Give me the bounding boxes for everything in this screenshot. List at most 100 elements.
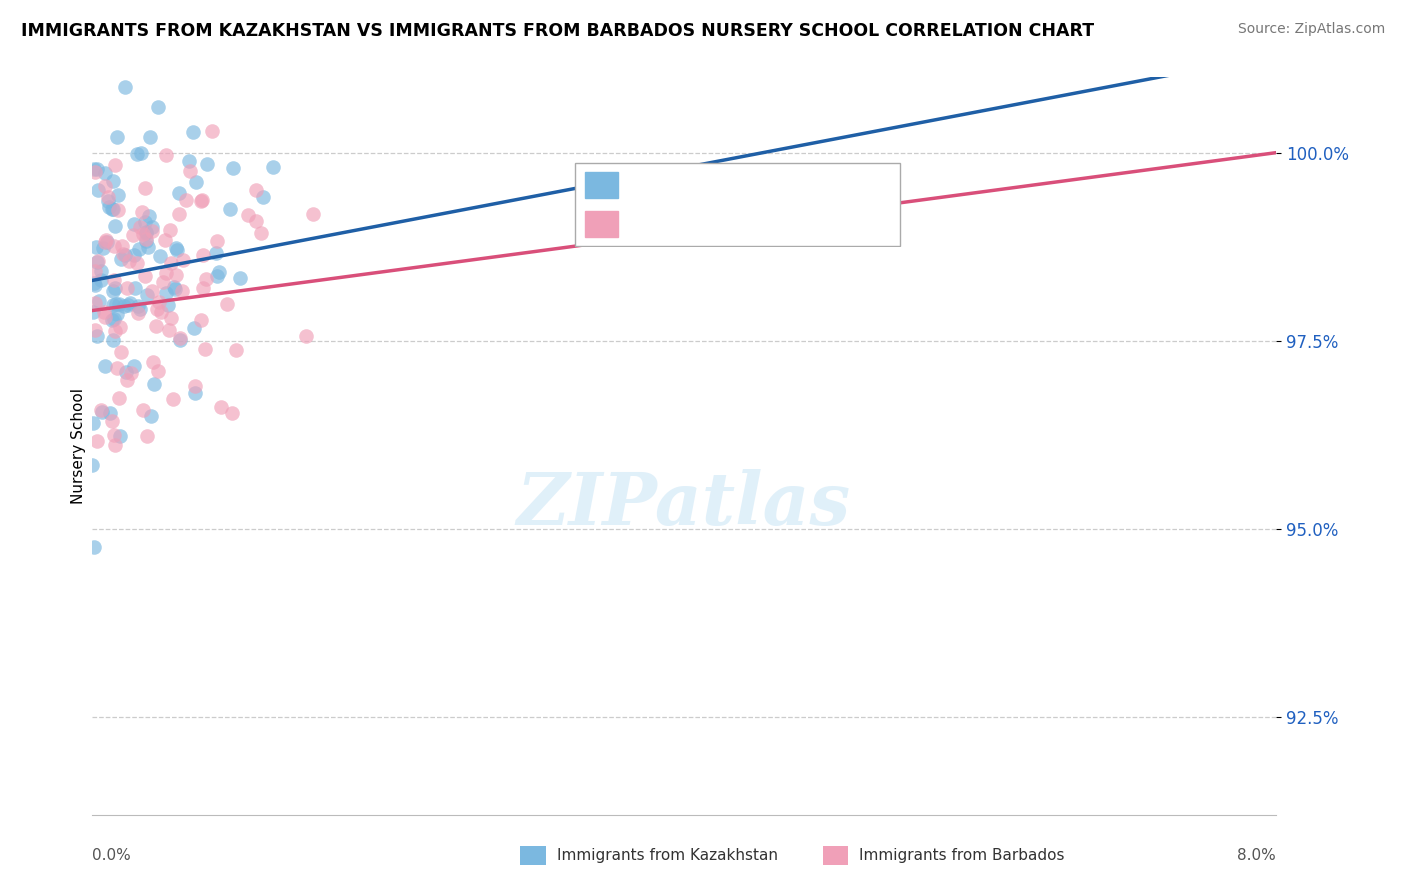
Text: IMMIGRANTS FROM KAZAKHSTAN VS IMMIGRANTS FROM BARBADOS NURSERY SCHOOL CORRELATIO: IMMIGRANTS FROM KAZAKHSTAN VS IMMIGRANTS… bbox=[21, 22, 1094, 40]
Point bbox=[245, 184, 267, 198]
Point bbox=[179, 163, 201, 178]
Point bbox=[124, 247, 146, 261]
Point bbox=[217, 296, 239, 310]
Point bbox=[84, 263, 107, 277]
Point bbox=[135, 227, 157, 241]
Point bbox=[201, 124, 224, 138]
Point bbox=[96, 235, 118, 249]
Point bbox=[105, 307, 128, 321]
Point bbox=[222, 161, 245, 175]
Text: 0.0%: 0.0% bbox=[91, 847, 131, 863]
Point bbox=[91, 404, 114, 418]
Point bbox=[136, 429, 159, 443]
Point bbox=[134, 268, 156, 283]
Point bbox=[236, 208, 259, 222]
Point bbox=[112, 299, 135, 313]
Point bbox=[86, 434, 108, 449]
Point bbox=[194, 342, 217, 356]
Point bbox=[166, 243, 188, 257]
Point bbox=[104, 438, 127, 452]
Point bbox=[169, 333, 191, 347]
Point bbox=[94, 310, 117, 324]
Point bbox=[114, 248, 136, 262]
Point bbox=[125, 147, 148, 161]
Point bbox=[111, 239, 134, 253]
Text: ZIPatlas: ZIPatlas bbox=[517, 469, 851, 541]
Point bbox=[103, 219, 125, 233]
Point bbox=[139, 129, 162, 144]
Point bbox=[148, 295, 170, 310]
Point bbox=[107, 202, 129, 217]
Point bbox=[155, 148, 177, 162]
Point bbox=[101, 284, 124, 298]
Point bbox=[167, 206, 190, 220]
Point bbox=[165, 268, 187, 282]
Point bbox=[149, 250, 172, 264]
Point bbox=[108, 391, 131, 405]
Point bbox=[209, 401, 232, 415]
Point bbox=[127, 256, 149, 270]
Point bbox=[225, 343, 247, 358]
Point bbox=[148, 100, 170, 114]
Point bbox=[115, 281, 138, 295]
Point bbox=[165, 241, 187, 255]
Point bbox=[205, 246, 228, 260]
Point bbox=[190, 313, 212, 327]
Point bbox=[90, 263, 112, 277]
Point bbox=[190, 194, 212, 208]
Point bbox=[115, 365, 138, 379]
Point bbox=[96, 233, 118, 247]
Point bbox=[86, 255, 108, 269]
Point bbox=[103, 427, 125, 442]
Point bbox=[155, 266, 177, 280]
Point bbox=[97, 189, 120, 203]
Point bbox=[118, 296, 141, 310]
Point bbox=[193, 281, 215, 295]
Point bbox=[103, 312, 125, 326]
Point bbox=[94, 166, 117, 180]
Point bbox=[83, 161, 105, 176]
Point bbox=[118, 254, 141, 268]
Point bbox=[128, 242, 150, 256]
Point bbox=[112, 247, 135, 261]
Point bbox=[262, 160, 284, 174]
Point bbox=[115, 373, 138, 387]
Point bbox=[97, 201, 120, 215]
Point bbox=[86, 184, 108, 198]
Point bbox=[141, 219, 163, 234]
Point bbox=[94, 235, 117, 249]
Text: Immigrants from Barbados: Immigrants from Barbados bbox=[859, 848, 1064, 863]
Point bbox=[91, 241, 114, 255]
Point bbox=[146, 301, 169, 316]
Point bbox=[153, 233, 176, 247]
Point bbox=[208, 264, 231, 278]
Point bbox=[104, 297, 127, 311]
Point bbox=[141, 224, 163, 238]
Point bbox=[83, 323, 105, 337]
Point bbox=[174, 194, 197, 208]
Point bbox=[191, 194, 214, 208]
Point bbox=[245, 213, 267, 227]
Point bbox=[184, 386, 207, 401]
Point bbox=[143, 376, 166, 391]
Point bbox=[82, 305, 104, 319]
Point bbox=[86, 162, 108, 177]
Point bbox=[183, 320, 205, 334]
Point bbox=[93, 305, 115, 319]
Point bbox=[124, 359, 146, 374]
Point bbox=[129, 145, 152, 160]
Y-axis label: Nursery School: Nursery School bbox=[72, 388, 86, 504]
Point bbox=[229, 271, 252, 285]
Text: Immigrants from Kazakhstan: Immigrants from Kazakhstan bbox=[557, 848, 778, 863]
Point bbox=[132, 227, 155, 241]
Point bbox=[94, 359, 117, 374]
Point bbox=[104, 281, 127, 295]
Point bbox=[170, 284, 193, 298]
Point bbox=[141, 409, 163, 423]
Point bbox=[110, 344, 132, 359]
Point bbox=[108, 319, 131, 334]
Point bbox=[107, 130, 129, 145]
Point bbox=[83, 540, 105, 554]
Point bbox=[184, 379, 207, 393]
Point bbox=[218, 202, 240, 217]
